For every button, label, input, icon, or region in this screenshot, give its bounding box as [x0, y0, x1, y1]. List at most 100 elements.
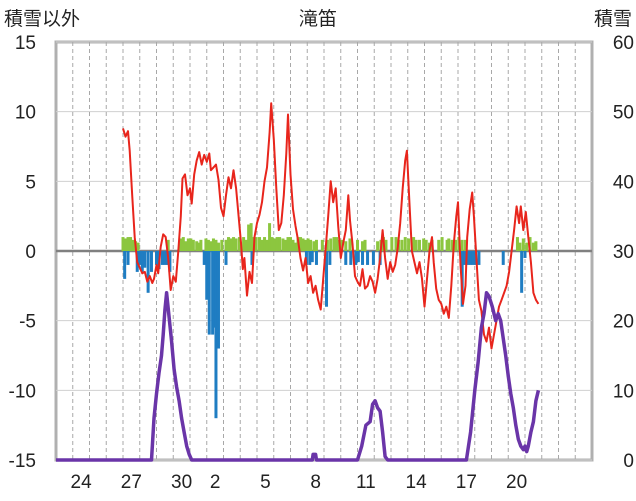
- data-bar: [260, 239, 264, 251]
- data-bar: [204, 238, 208, 251]
- data-bar: [361, 251, 365, 265]
- data-bar: [181, 237, 185, 251]
- data-bar: [146, 251, 150, 293]
- data-bar: [417, 239, 421, 251]
- x-tick-label: 20: [506, 472, 527, 493]
- data-bar: [258, 237, 262, 251]
- chart-title: 滝笛: [298, 9, 337, 30]
- data-bar: [216, 251, 220, 349]
- data-bar: [407, 238, 411, 251]
- data-bar: [234, 238, 238, 251]
- data-bar: [471, 251, 475, 265]
- right-tick-label: 20: [613, 312, 634, 333]
- data-bar: [344, 251, 348, 265]
- data-bar: [320, 239, 324, 251]
- data-bar: [136, 242, 140, 251]
- data-bar: [184, 241, 188, 251]
- data-bar: [403, 237, 407, 251]
- right-tick-label: 10: [613, 381, 634, 402]
- data-bar: [214, 239, 218, 251]
- data-bar: [521, 238, 525, 251]
- data-bar: [286, 237, 290, 251]
- data-bar: [254, 237, 258, 251]
- data-bar: [224, 239, 228, 251]
- left-tick-label: -5: [19, 312, 36, 333]
- data-bar: [354, 251, 358, 265]
- data-bar: [237, 237, 241, 251]
- data-bar: [121, 237, 125, 251]
- data-bar: [294, 242, 298, 251]
- data-bar: [211, 238, 215, 251]
- x-tick-label: 30: [171, 472, 192, 493]
- data-bar: [191, 239, 195, 251]
- data-bar: [394, 237, 398, 251]
- data-bar: [356, 239, 359, 251]
- series-line: [122, 102, 540, 350]
- data-bar: [523, 251, 527, 258]
- data-bar: [450, 239, 454, 251]
- data-bar: [437, 239, 441, 251]
- data-bar: [199, 239, 203, 251]
- right-tick-label: 40: [613, 172, 634, 193]
- data-bar: [149, 251, 153, 272]
- data-bar: [515, 237, 519, 251]
- data-bar: [400, 239, 404, 251]
- data-bar: [124, 238, 128, 251]
- data-bar: [273, 238, 277, 251]
- right-tick-label: 30: [613, 242, 634, 263]
- x-tick-label: 5: [260, 472, 271, 493]
- data-bar: [328, 251, 332, 265]
- data-bar: [263, 237, 267, 251]
- x-tick-label: 27: [121, 472, 142, 493]
- right-axis-title: 積雪: [593, 9, 632, 30]
- data-bar: [195, 241, 199, 251]
- data-bar: [314, 239, 318, 251]
- data-bar: [340, 239, 344, 251]
- data-bar: [422, 238, 426, 251]
- data-bar: [501, 251, 505, 265]
- data-bar: [361, 241, 365, 251]
- data-bar: [140, 251, 144, 272]
- data-bar: [414, 239, 418, 251]
- data-bar: [244, 239, 248, 251]
- data-bar: [131, 239, 135, 251]
- data-bar: [205, 251, 209, 300]
- data-bar: [207, 251, 211, 335]
- data-bar: [371, 251, 375, 265]
- left-tick-label: -10: [9, 381, 36, 402]
- data-bar: [123, 251, 127, 279]
- data-bar: [344, 241, 348, 251]
- data-bar: [166, 239, 170, 251]
- data-bar: [520, 251, 524, 293]
- data-bar: [309, 239, 313, 251]
- data-bar: [310, 251, 314, 263]
- right-tick-label: 0: [623, 451, 634, 472]
- data-bar: [209, 241, 213, 251]
- x-tick-label: 8: [310, 472, 321, 493]
- data-bar: [445, 239, 449, 251]
- data-bar: [308, 251, 312, 265]
- data-bar: [206, 239, 210, 251]
- data-bar: [469, 251, 473, 265]
- data-bar: [301, 238, 305, 251]
- data-bar: [518, 242, 522, 251]
- data-bar: [384, 239, 388, 251]
- data-bar: [202, 251, 206, 265]
- x-tick-label: 11: [356, 472, 376, 493]
- data-bar: [531, 242, 535, 251]
- data-bar: [314, 251, 318, 265]
- data-bar: [440, 237, 444, 251]
- data-bar: [129, 237, 133, 251]
- data-bar: [460, 239, 464, 251]
- data-bar: [242, 237, 246, 251]
- data-bar: [249, 223, 253, 251]
- right-tick-label: 50: [613, 103, 634, 124]
- left-axis-title: 積雪以外: [4, 9, 81, 30]
- data-bar: [212, 251, 216, 328]
- data-bar: [335, 237, 339, 251]
- data-bar: [325, 239, 329, 251]
- data-bar: [197, 242, 201, 251]
- data-bar: [160, 251, 164, 265]
